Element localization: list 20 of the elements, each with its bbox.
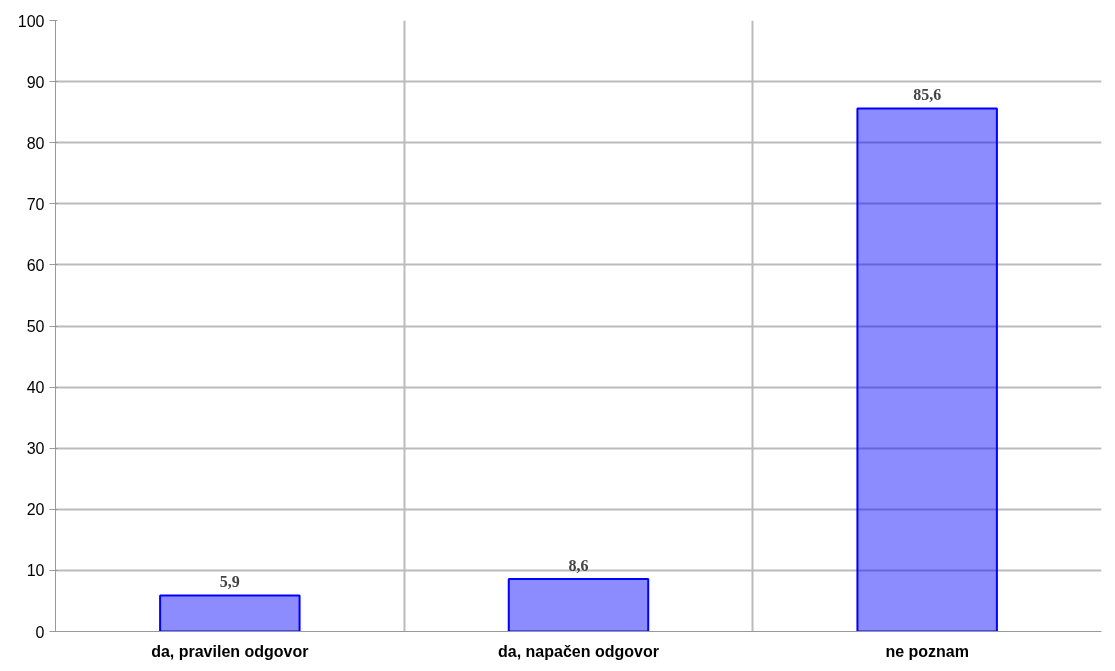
data-label: 85,6	[913, 86, 942, 104]
y-tick-label: 40	[26, 379, 45, 397]
data-label: 5,9	[219, 573, 240, 591]
y-tick-label: 70	[26, 195, 45, 213]
y-tick-label: 100	[17, 12, 45, 30]
y-tick-label: 80	[26, 134, 45, 152]
x-tick-label: da, napačen odgovor	[498, 642, 659, 660]
bar	[856, 107, 998, 632]
y-tick-label: 50	[26, 318, 45, 335]
y-tick-label: 30	[26, 440, 45, 458]
y-tick-label: 10	[26, 562, 45, 580]
data-label: 8,6	[568, 556, 589, 574]
y-tick-label: 20	[26, 501, 45, 519]
y-tick-label: 60	[26, 256, 45, 274]
bar	[159, 594, 301, 632]
y-tick-label: 90	[26, 73, 45, 91]
y-tick-label: 0	[35, 623, 45, 641]
x-tick-label: da, pravilen odgovor	[151, 642, 309, 660]
bar	[507, 577, 650, 632]
x-tick-label: ne poznam	[885, 642, 969, 660]
